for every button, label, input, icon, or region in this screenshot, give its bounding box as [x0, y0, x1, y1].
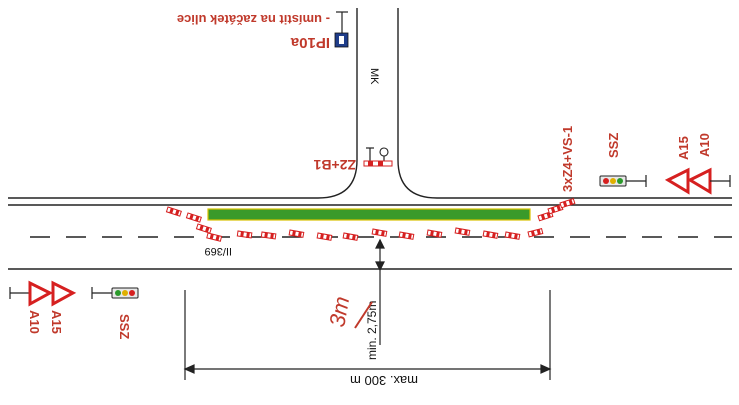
barrier-row [165, 198, 576, 242]
barrier-marker [371, 228, 388, 237]
warning-triangle-icon [9, 280, 77, 307]
a15-left-label: A15 [49, 310, 64, 334]
handwritten-3m-label: 3m [324, 294, 354, 328]
ip10a-sign-icon [334, 11, 349, 48]
z2-barrier-icon [363, 147, 393, 167]
barrier-marker [236, 230, 253, 239]
side-street-right-edge [397, 8, 732, 199]
barrier-marker [195, 223, 212, 234]
barrier-marker [454, 227, 471, 236]
barrier-marker [426, 229, 443, 238]
warning-triangle-icon [664, 167, 731, 195]
z2b1-label: Z2+B1 [313, 157, 356, 173]
ssz-right-label: SSZ [606, 133, 621, 158]
barrier-marker [316, 232, 333, 241]
ip10a-label: IP10a [290, 34, 330, 51]
barrier-marker [482, 230, 499, 239]
a15-right-label: A15 [676, 136, 691, 160]
barrier-marker [559, 198, 576, 209]
barrier-marker [206, 232, 223, 242]
road-outline [8, 8, 732, 270]
sign-group-right-label: 3xZ4+VS-1 [560, 126, 575, 192]
barrier-marker [288, 229, 305, 238]
barrier-marker [185, 212, 202, 223]
ssz-left-label: SSZ [117, 314, 132, 339]
barrier-marker [165, 206, 182, 217]
strike-through-mark [354, 301, 373, 329]
green-island [207, 208, 531, 221]
barrier-marker [547, 204, 564, 215]
barrier-marker [527, 228, 544, 238]
barrier-marker [342, 232, 359, 241]
road-mk-label: MK [368, 68, 380, 85]
a10-left-label: A10 [27, 310, 42, 334]
max-distance-label: max. 300 m [350, 373, 418, 388]
barrier-marker [504, 231, 521, 240]
min-distance-label: min. 2,75m [365, 301, 379, 360]
max-distance-dimension [183, 290, 552, 380]
min-distance-dimension [375, 238, 385, 345]
a10-right-label: A10 [697, 133, 712, 157]
traffic-light-icon [599, 175, 647, 187]
road-ii369-label: II/369 [204, 245, 232, 257]
side-street-left-edge [8, 8, 358, 199]
note-top-label: - umístit na začátek ulice [177, 12, 330, 27]
barrier-marker [260, 231, 277, 240]
barrier-marker [398, 231, 415, 240]
traffic-light-icon [91, 287, 139, 299]
